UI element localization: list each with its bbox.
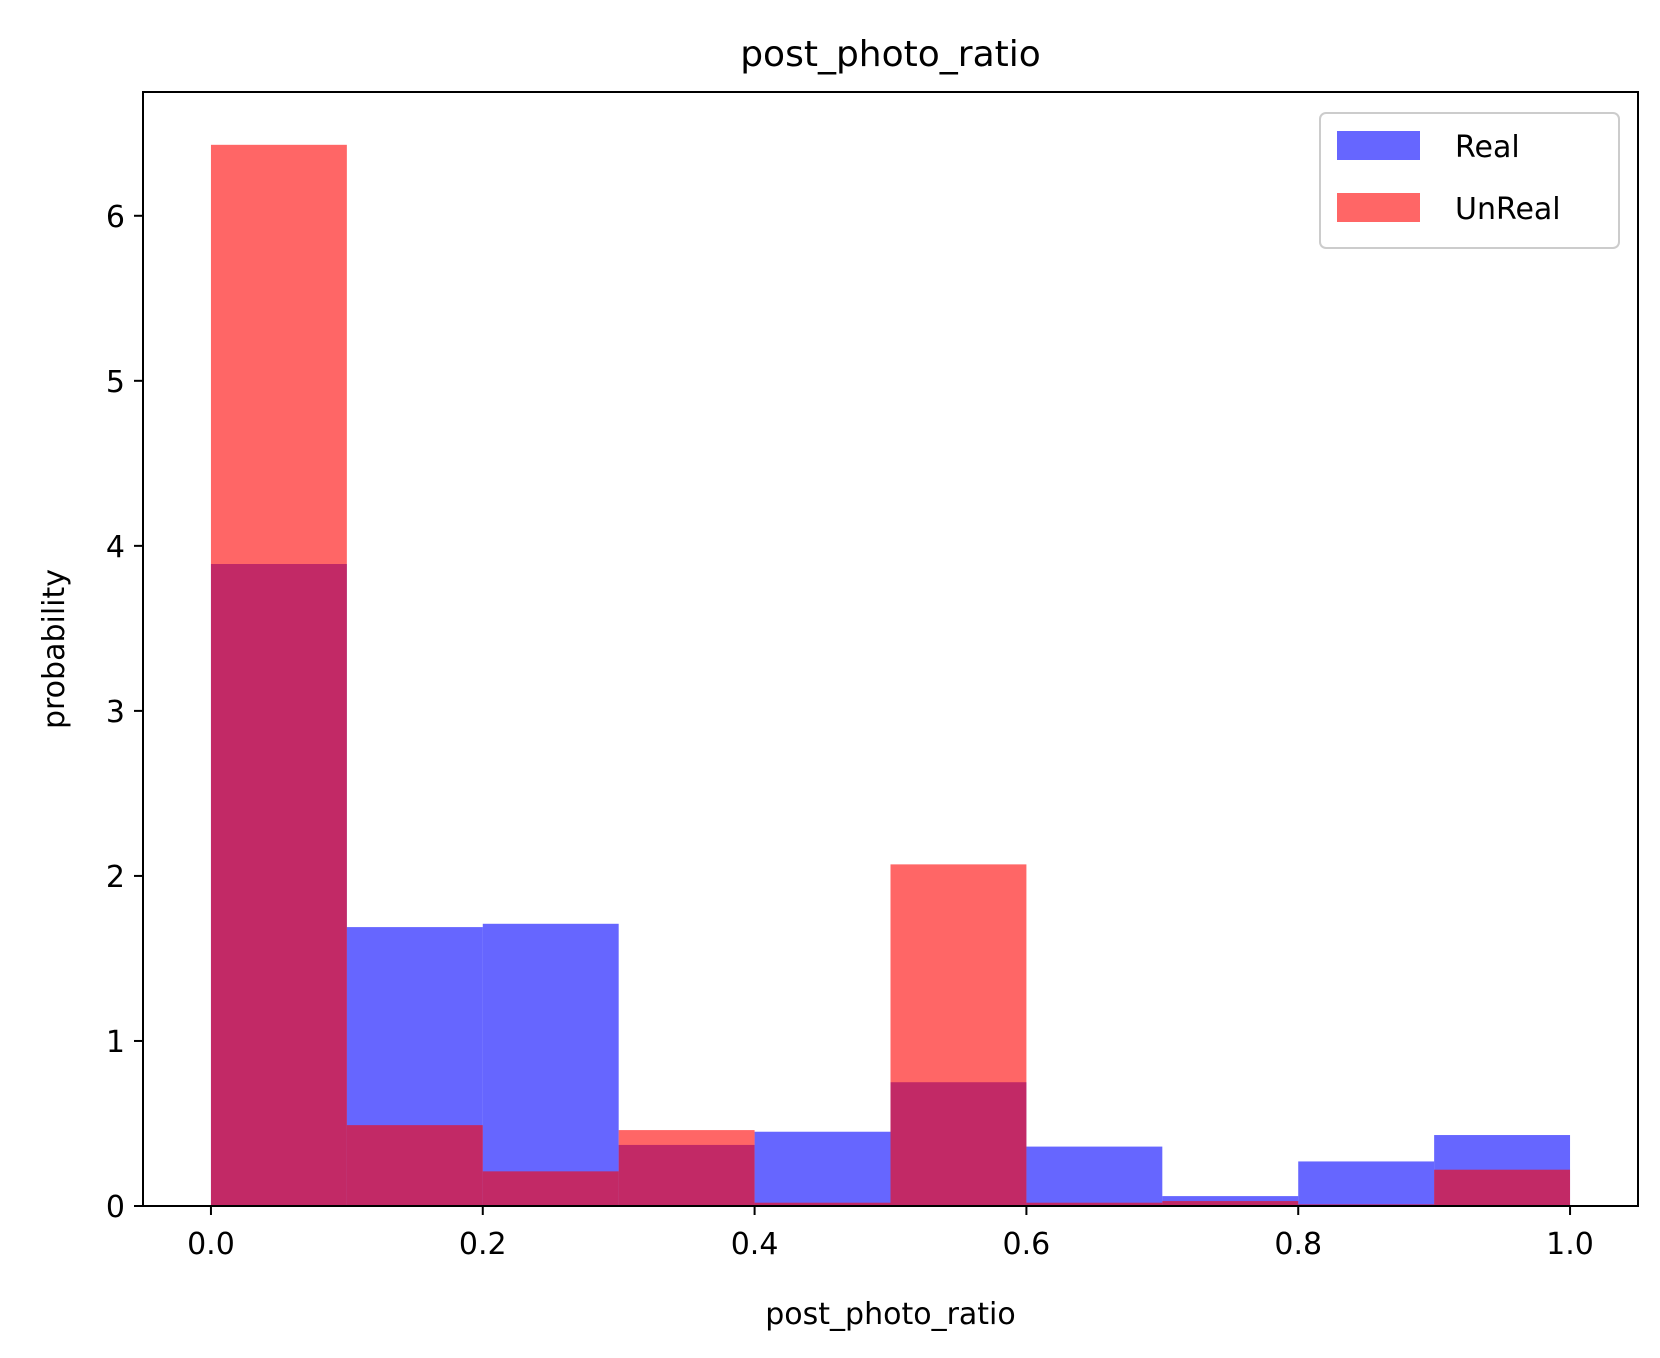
- y-tick-label: 6: [106, 200, 125, 235]
- x-tick-label: 0.6: [1003, 1227, 1051, 1262]
- y-tick-label: 4: [106, 530, 125, 565]
- y-tick-label: 1: [106, 1025, 125, 1060]
- y-axis-ticks: 0 1 2 3 4 5 6: [106, 200, 143, 1225]
- plot-frame: [142, 91, 1639, 1207]
- bar-real-6: [1026, 1146, 1163, 1206]
- y-tick-label: 2: [106, 860, 125, 895]
- bars-group: [210, 144, 1571, 1206]
- bar-unreal-5: [890, 864, 1027, 1206]
- bar-unreal-4: [754, 1202, 891, 1206]
- bar-unreal-2: [482, 1171, 619, 1206]
- bar-unreal-6: [1026, 1202, 1163, 1206]
- bar-unreal-9: [1434, 1169, 1571, 1206]
- x-tick-label: 0.2: [459, 1227, 507, 1262]
- legend: Real UnReal: [1319, 112, 1620, 249]
- x-tick-label: 1.0: [1546, 1227, 1594, 1262]
- y-tick-label: 5: [106, 365, 125, 400]
- legend-label-unreal: UnReal: [1455, 192, 1561, 227]
- x-tick-label: 0.4: [731, 1227, 779, 1262]
- legend-swatch-unreal: [1337, 193, 1420, 222]
- x-axis-ticks: 0.0 0.2 0.4 0.6 0.8 1.0: [187, 1206, 1594, 1262]
- bar-unreal-3: [618, 1130, 755, 1206]
- chart-title: post_photo_ratio: [740, 34, 1041, 75]
- x-tick-label: 0.8: [1274, 1227, 1322, 1262]
- legend-swatch-real: [1337, 131, 1420, 160]
- bar-real-4: [754, 1131, 891, 1206]
- y-axis-label: probability: [37, 569, 72, 729]
- y-tick-label: 0: [106, 1190, 125, 1225]
- bar-unreal-0: [210, 144, 347, 1206]
- legend-label-real: Real: [1455, 130, 1520, 165]
- bar-unreal-7: [1162, 1201, 1299, 1206]
- bar-unreal-1: [346, 1125, 483, 1206]
- x-axis-label: post_photo_ratio: [765, 1297, 1016, 1332]
- x-tick-label: 0.0: [187, 1227, 235, 1262]
- bar-real-8: [1298, 1161, 1435, 1206]
- y-tick-label: 3: [106, 695, 125, 730]
- bar-real-2: [482, 923, 619, 1206]
